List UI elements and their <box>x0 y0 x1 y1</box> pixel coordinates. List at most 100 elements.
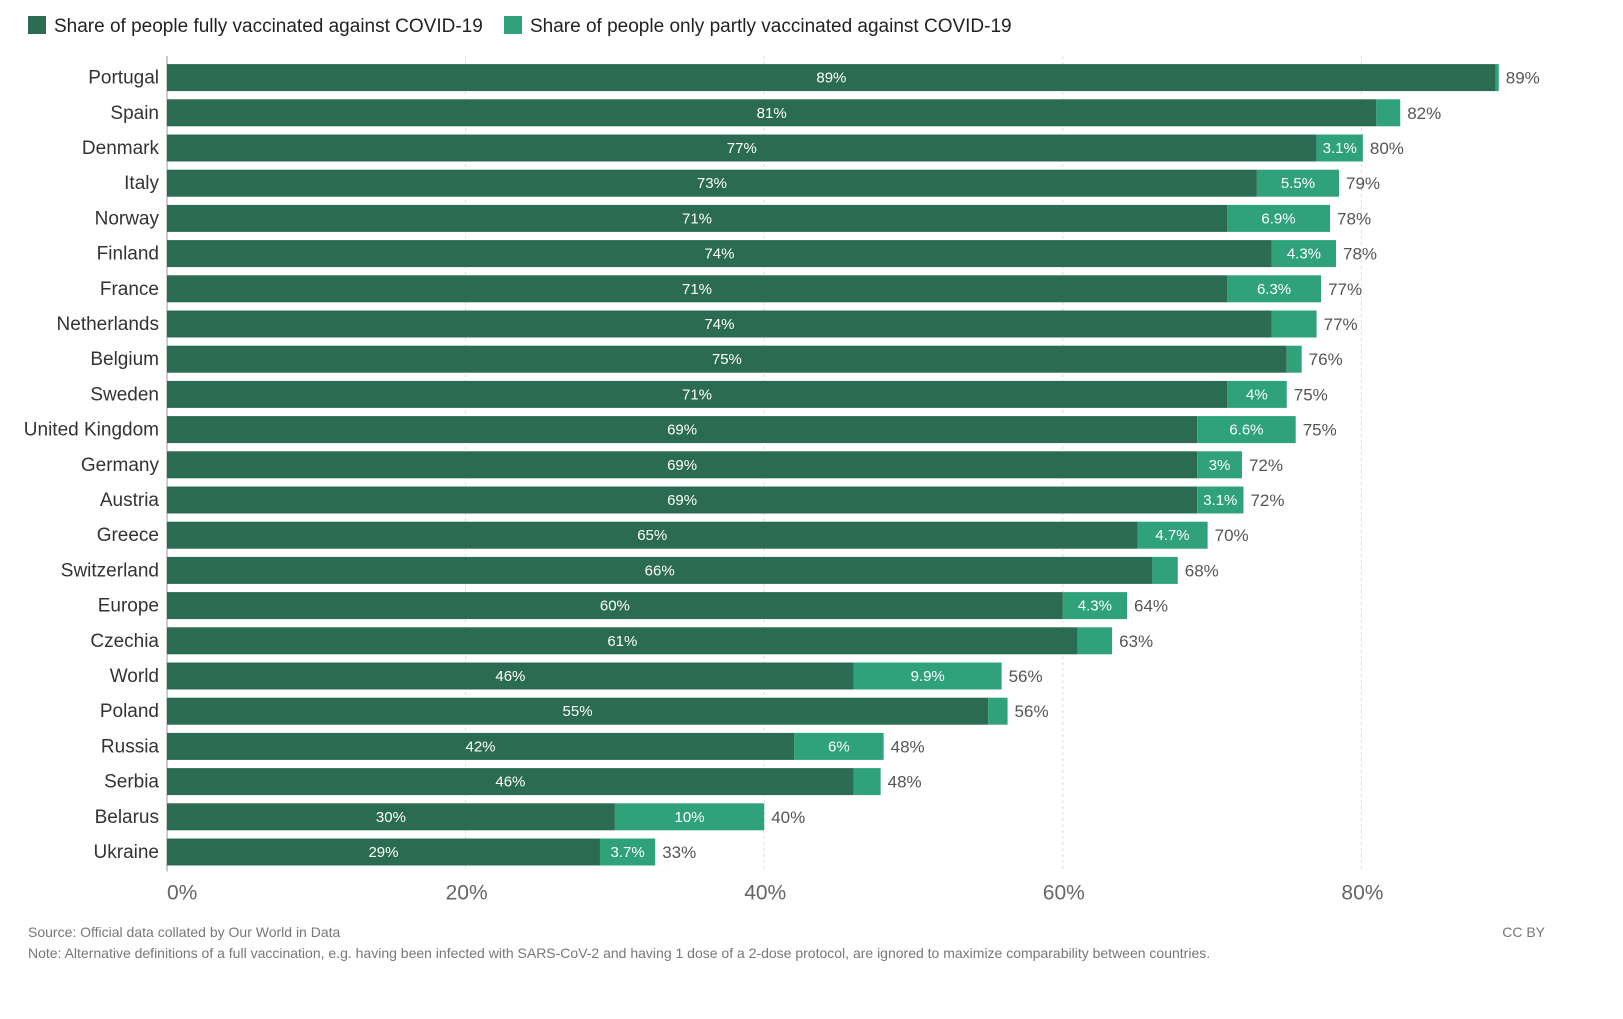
bar-fully-vaccinated <box>167 416 1198 444</box>
legend-label-partly-vaccinated: Share of people only partly vaccinated a… <box>530 16 1012 37</box>
bar-fully-vaccinated <box>167 486 1198 514</box>
bar-fully-vaccinated <box>167 380 1228 408</box>
category-label: Austria <box>100 490 160 511</box>
total-value-label: 82% <box>1407 104 1441 123</box>
category-label: Ukraine <box>94 842 159 863</box>
x-tick-label: 40% <box>744 882 786 905</box>
x-tick-label: 80% <box>1341 882 1383 905</box>
bar-fully-vaccinated <box>167 732 795 760</box>
total-value-label: 89% <box>1506 69 1540 88</box>
bar-value-label: 77% <box>727 140 757 157</box>
category-label: Greece <box>97 525 159 546</box>
bar-partly-vaccinated <box>794 732 884 760</box>
footer: Source: Official data collated by Our Wo… <box>28 924 1546 961</box>
bar-partly-vaccinated <box>1197 451 1242 479</box>
total-value-label: 33% <box>662 843 696 862</box>
category-label: France <box>100 279 159 300</box>
category-label: Finland <box>97 244 159 265</box>
bar-value-label: 60% <box>600 598 630 615</box>
x-tick-label: 0% <box>167 882 197 905</box>
category-label: Belarus <box>95 807 159 828</box>
bar-partly-vaccinated <box>1227 204 1331 232</box>
bar-fully-vaccinated <box>167 697 989 725</box>
total-value-label: 79% <box>1346 174 1380 193</box>
total-value-label: 77% <box>1324 315 1358 334</box>
bar-partly-vaccinated <box>988 697 1008 725</box>
total-value-label: 76% <box>1309 350 1343 369</box>
bar-fully-vaccinated <box>167 451 1198 479</box>
bar-partly-vaccinated <box>599 838 656 866</box>
bar-partly-vaccinated <box>1376 99 1401 127</box>
total-value-label: 77% <box>1328 280 1362 299</box>
bar-fully-vaccinated <box>167 169 1257 197</box>
bar-partly-vaccinated <box>1152 556 1178 584</box>
bar-partly-vaccinated <box>1197 486 1244 514</box>
category-label: Serbia <box>104 772 159 793</box>
bar-value-label: 3.1% <box>1203 492 1237 509</box>
bar-value-label: 89% <box>816 70 846 87</box>
total-value-label: 70% <box>1215 526 1249 545</box>
bar-fully-vaccinated <box>167 662 854 690</box>
bar-value-label: 75% <box>712 351 742 368</box>
category-label: Netherlands <box>57 314 159 335</box>
category-label: World <box>110 666 159 687</box>
license-link[interactable]: CC BY <box>1502 924 1545 940</box>
bar-partly-vaccinated <box>1062 592 1127 620</box>
x-tick-label: 60% <box>1043 882 1085 905</box>
category-label: Czechia <box>90 631 159 652</box>
bar-value-label: 3.7% <box>610 844 644 861</box>
bar-value-label: 4.7% <box>1155 527 1189 544</box>
bar-partly-vaccinated <box>1271 240 1337 268</box>
category-label: Poland <box>100 701 159 722</box>
bar-fully-vaccinated <box>167 240 1272 268</box>
bar-value-label: 6% <box>828 738 850 755</box>
bar-value-label: 74% <box>704 316 734 333</box>
bar-value-label: 46% <box>495 774 525 791</box>
bar-value-label: 30% <box>376 809 406 826</box>
bar-fully-vaccinated <box>167 627 1078 655</box>
bar-fully-vaccinated <box>167 64 1496 92</box>
total-value-label: 75% <box>1303 421 1337 440</box>
bar-value-label: 55% <box>563 703 593 720</box>
category-label: Belgium <box>90 349 159 370</box>
total-value-label: 72% <box>1249 456 1283 475</box>
bar-value-label: 81% <box>757 105 787 122</box>
bar-value-label: 71% <box>682 281 712 298</box>
category-label: United Kingdom <box>24 420 159 441</box>
legend: Share of people fully vaccinated against… <box>28 16 1012 37</box>
legend-swatch-partly-vaccinated <box>504 16 522 34</box>
total-value-label: 48% <box>888 773 922 792</box>
bar-value-label: 66% <box>645 562 675 579</box>
bar-fully-vaccinated <box>167 134 1317 162</box>
total-value-label: 75% <box>1294 385 1328 404</box>
bar-value-label: 69% <box>667 492 697 509</box>
bar-partly-vaccinated <box>1271 310 1317 338</box>
bar-partly-vaccinated <box>1227 380 1287 408</box>
category-label: Germany <box>81 455 160 476</box>
bar-partly-vaccinated <box>1286 345 1302 373</box>
bar-partly-vaccinated <box>1256 169 1340 197</box>
total-value-label: 40% <box>771 808 805 827</box>
bar-partly-vaccinated <box>1316 134 1363 162</box>
total-value-label: 80% <box>1370 139 1404 158</box>
bar-value-label: 6.3% <box>1257 281 1291 298</box>
total-value-label: 48% <box>891 737 925 756</box>
bar-partly-vaccinated <box>1197 416 1296 444</box>
total-value-label: 68% <box>1185 561 1219 580</box>
legend-swatch-fully-vaccinated <box>28 16 46 34</box>
bar-partly-vaccinated <box>1077 627 1113 655</box>
bar-fully-vaccinated <box>167 204 1228 232</box>
bar-partly-vaccinated <box>614 803 765 831</box>
total-value-label: 56% <box>1015 702 1049 721</box>
bar-value-label: 3% <box>1209 457 1231 474</box>
bar-value-label: 71% <box>682 386 712 403</box>
bar-value-label: 4.3% <box>1078 598 1112 615</box>
bar-value-label: 74% <box>704 246 734 263</box>
bar-fully-vaccinated <box>167 275 1228 303</box>
bar-fully-vaccinated <box>167 803 615 831</box>
bar-partly-vaccinated <box>1495 64 1499 92</box>
bar-value-label: 9.9% <box>911 668 945 685</box>
bar-fully-vaccinated <box>167 768 854 796</box>
bar-value-label: 65% <box>637 527 667 544</box>
